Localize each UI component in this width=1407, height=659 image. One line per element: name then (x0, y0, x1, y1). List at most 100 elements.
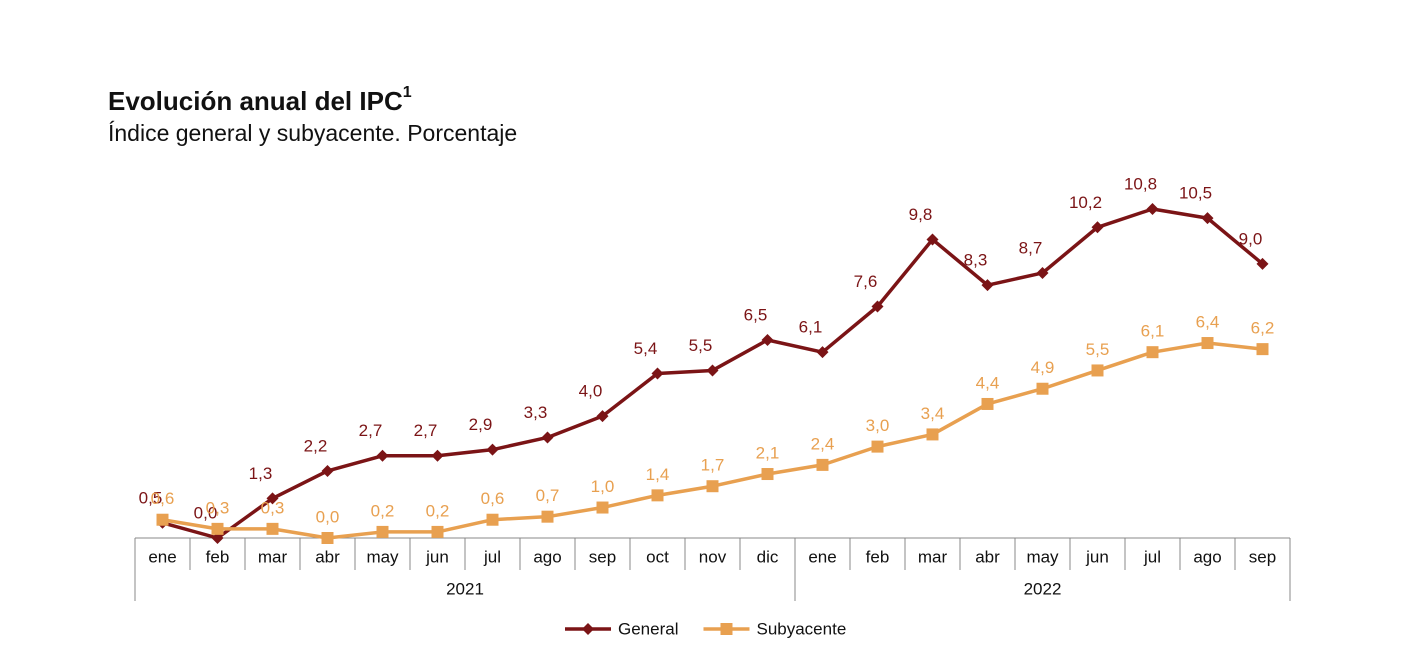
data-label: 10,5 (1179, 184, 1212, 203)
title-text: Evolución anual del IPC (108, 86, 403, 116)
x-tick-label: jun (425, 547, 449, 566)
data-label: 0,2 (426, 501, 450, 520)
data-point (431, 449, 444, 462)
data-label: 2,9 (469, 415, 493, 434)
data-point (376, 449, 389, 462)
group-label: 2022 (1024, 579, 1062, 598)
data-label: 8,7 (1019, 238, 1043, 257)
data-label: 0,2 (371, 501, 395, 520)
data-label: 10,2 (1069, 193, 1102, 212)
data-point (651, 489, 664, 502)
x-tick-label: ago (1193, 547, 1221, 566)
data-point (816, 346, 829, 359)
x-tick-label: jul (1143, 547, 1161, 566)
data-point (541, 510, 554, 523)
data-point (211, 532, 224, 544)
data-label: 3,3 (524, 403, 548, 422)
data-label: 2,7 (414, 421, 438, 440)
data-label: 10,8 (1124, 174, 1157, 193)
data-point (486, 513, 499, 526)
data-label: 0,5 (139, 488, 163, 507)
data-point (266, 522, 279, 535)
data-label: 6,5 (744, 305, 768, 324)
data-point (706, 364, 719, 377)
x-tick-label: feb (206, 547, 230, 566)
chart-subtitle: Índice general y subyacente. Porcentaje (108, 120, 517, 146)
data-point (926, 428, 939, 441)
data-label: 4,9 (1031, 358, 1055, 377)
data-label: 6,2 (1251, 319, 1275, 338)
data-point (706, 480, 719, 493)
legend-label: General (618, 619, 678, 638)
data-label: 7,6 (854, 272, 878, 291)
data-label: 4,0 (579, 382, 603, 401)
data-label: 4,4 (976, 373, 1000, 392)
x-tick-label: feb (866, 547, 890, 566)
x-tick-label: mar (918, 547, 948, 566)
group-label: 2021 (446, 579, 484, 598)
x-tick-label: ene (148, 547, 176, 566)
data-label: 2,2 (304, 436, 328, 455)
data-point (541, 431, 554, 444)
x-tick-label: dic (757, 547, 779, 566)
x-tick-label: may (366, 547, 399, 566)
data-point (1091, 364, 1104, 377)
chart-title: Evolución anual del IPC1 (108, 84, 412, 116)
data-label: 0,7 (536, 486, 560, 505)
data-point (1091, 221, 1104, 234)
data-label: 1,7 (701, 456, 725, 475)
data-point (816, 458, 829, 471)
x-tick-label: may (1026, 547, 1059, 566)
x-tick-label: ago (533, 547, 561, 566)
data-label: 5,5 (689, 336, 713, 355)
data-point (871, 300, 884, 313)
legend-marker (582, 623, 594, 635)
x-tick-label: nov (699, 547, 727, 566)
data-point (321, 464, 334, 477)
data-point (981, 397, 994, 410)
data-label: 6,4 (1196, 313, 1220, 332)
data-label: 0,6 (481, 489, 505, 508)
data-label: 2,1 (756, 444, 780, 463)
data-point (376, 525, 389, 538)
x-tick-label: jun (1085, 547, 1109, 566)
data-label: 0,3 (206, 498, 230, 517)
data-label: 0,0 (194, 503, 218, 522)
data-point (1146, 203, 1159, 215)
x-tick-label: oct (646, 547, 669, 566)
data-point (1146, 346, 1159, 359)
data-point (321, 532, 334, 544)
data-point (1036, 266, 1049, 279)
data-label: 0,6 (151, 489, 175, 508)
x-tick-label: jul (483, 547, 501, 566)
data-label: 0,0 (316, 507, 340, 526)
data-point (211, 522, 224, 535)
data-point (266, 492, 279, 505)
data-label: 8,3 (964, 251, 988, 270)
data-label: 6,1 (799, 318, 823, 337)
x-tick-label: abr (975, 547, 1000, 566)
data-label: 1,3 (249, 464, 273, 483)
x-tick-label: ene (808, 547, 836, 566)
data-point (431, 525, 444, 538)
data-point (926, 233, 939, 246)
legend-marker (720, 623, 733, 635)
data-point (651, 367, 664, 380)
data-point (871, 440, 884, 453)
data-point (156, 513, 169, 526)
data-label: 9,0 (1239, 229, 1263, 248)
data-point (1036, 382, 1049, 395)
data-label: 1,4 (646, 465, 670, 484)
data-label: 1,0 (591, 477, 615, 496)
data-point (1256, 343, 1269, 356)
data-label: 3,4 (921, 404, 945, 423)
data-label: 6,1 (1141, 322, 1165, 341)
data-label: 5,5 (1086, 340, 1110, 359)
data-label: 0,3 (261, 498, 285, 517)
data-point (761, 333, 774, 346)
data-label: 2,4 (811, 434, 835, 453)
data-point (596, 501, 609, 514)
data-label: 5,4 (634, 339, 658, 358)
data-point (981, 279, 994, 292)
